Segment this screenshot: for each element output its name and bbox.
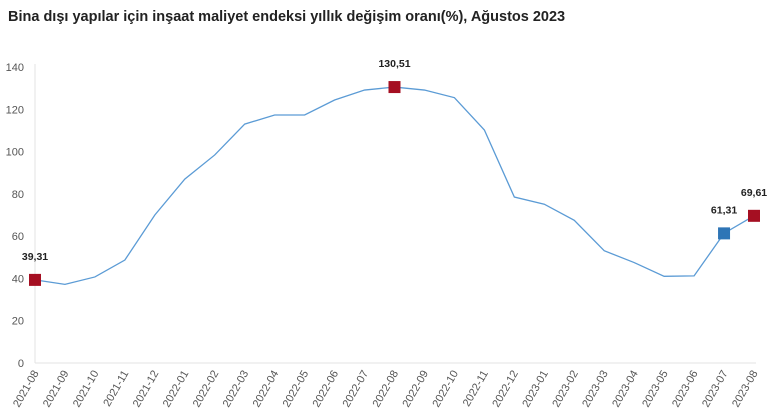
x-tick-label: 2021-09 <box>41 369 72 410</box>
x-tick-label: 2022-11 <box>461 369 491 409</box>
x-tick-label: 2023-03 <box>580 369 611 410</box>
y-tick-label: 120 <box>6 104 24 116</box>
x-tick-label: 2022-07 <box>341 369 372 410</box>
data-label: 69,61 <box>741 187 767 199</box>
x-tick-label: 2022-03 <box>221 369 252 410</box>
data-label: 39,31 <box>22 251 48 263</box>
data-label: 61,31 <box>711 204 737 216</box>
y-tick-label: 80 <box>12 189 24 201</box>
data-marker <box>29 273 41 286</box>
data-marker <box>388 81 401 94</box>
data-label: 130,51 <box>378 58 410 70</box>
x-tick-label: 2022-12 <box>490 369 521 410</box>
y-tick-label: 100 <box>6 147 24 159</box>
series-line <box>34 86 755 286</box>
x-tick-label: 2023-07 <box>700 369 731 410</box>
x-tick-label: 2023-01 <box>520 369 551 410</box>
x-tick-label: 2023-06 <box>670 369 701 410</box>
x-tick-label: 2022-09 <box>400 369 431 410</box>
y-tick-label: 60 <box>12 231 24 243</box>
x-tick-label: 2022-05 <box>281 369 312 410</box>
x-tick-label: 2023-02 <box>550 369 581 410</box>
x-tick-label: 2022-01 <box>161 369 192 410</box>
data-marker <box>748 209 760 222</box>
x-tick-label: 2023-04 <box>610 369 641 410</box>
x-tick-label: 2022-02 <box>191 369 222 410</box>
chart-title: Bina dışı yapılar için inşaat maliyet en… <box>8 9 566 25</box>
x-tick-label: 2021-12 <box>131 369 162 410</box>
x-tick-label: 2021-10 <box>71 369 102 410</box>
data-marker <box>718 227 731 240</box>
x-tick-label: 2021-08 <box>11 369 42 410</box>
x-tick-label: 2021-11 <box>101 369 131 409</box>
x-tick-label: 2023-08 <box>730 369 761 410</box>
y-tick-label: 20 <box>12 316 24 328</box>
y-tick-label: 140 <box>6 62 24 74</box>
x-tick-label: 2022-10 <box>430 369 461 410</box>
y-tick-label: 40 <box>12 273 24 285</box>
x-tick-label: 2023-05 <box>640 369 671 410</box>
y-tick-label: 0 <box>18 358 24 370</box>
x-tick-label: 2022-08 <box>371 369 402 410</box>
x-tick-label: 2022-06 <box>311 369 342 410</box>
x-tick-label: 2022-04 <box>251 369 282 410</box>
